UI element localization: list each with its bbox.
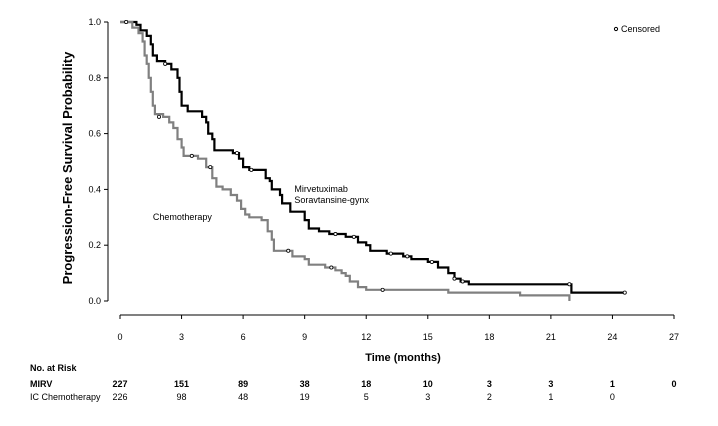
censor-marker [333, 232, 338, 237]
censor-marker [380, 287, 385, 292]
x-tick-label: 21 [546, 332, 556, 342]
censor-marker [622, 290, 627, 295]
y-tick-label: 1.0 [88, 17, 101, 27]
y-tick-label: 0.0 [88, 296, 101, 306]
x-tick-label: 24 [607, 332, 617, 342]
risk-value: 3 [486, 379, 492, 389]
x-tick-label: 27 [669, 332, 679, 342]
risk-value: 0 [609, 392, 615, 402]
censor-marker [567, 282, 572, 287]
censor-marker [249, 167, 254, 172]
risk-value: 5 [363, 392, 369, 402]
censor-marker [405, 254, 410, 259]
risk-value: 226 [112, 392, 128, 402]
censor-marker [452, 276, 457, 281]
censor-marker [163, 61, 168, 66]
series-label: Mirvetuximab [294, 184, 348, 194]
x-axis: 0 3 6 9 12 15 18 21 24 27 [117, 314, 679, 342]
series-label: Soravtansine-gynx [294, 195, 369, 205]
risk-row-label: MIRV [30, 379, 53, 389]
censor-marker [388, 251, 393, 256]
x-tick-label: 15 [423, 332, 433, 342]
censor-marker [234, 151, 239, 156]
risk-value: 18 [361, 379, 372, 389]
x-tick-label: 18 [484, 332, 494, 342]
y-tick-label: 0.2 [88, 240, 101, 250]
series-line-0 [120, 20, 625, 294]
x-tick-label: 12 [361, 332, 371, 342]
censor-marker [156, 114, 161, 119]
legend-censored-label: Censored [621, 24, 660, 34]
risk-value: 1 [548, 392, 554, 402]
censor-marker [429, 259, 434, 264]
series-line-1 [120, 20, 571, 301]
risk-row-label: IC Chemotherapy [30, 392, 101, 402]
risk-value: 89 [238, 379, 249, 389]
x-tick-label: 6 [241, 332, 246, 342]
y-tick-label: 0.8 [88, 73, 101, 83]
series-label: Chemotherapy [153, 212, 213, 222]
censor-marker [351, 234, 356, 239]
y-axis-label: Progression-Free Survival Probability [60, 51, 75, 284]
risk-value: 38 [299, 379, 310, 389]
risk-value: 48 [238, 392, 249, 402]
risk-value: 227 [112, 379, 128, 389]
censor-marker [286, 248, 291, 253]
x-axis-label: Time (months) [365, 352, 441, 364]
risk-table-title: No. at Risk [30, 363, 77, 373]
y-tick-label: 0.6 [88, 129, 101, 139]
legend: Censored [613, 24, 660, 34]
risk-value: 10 [422, 379, 433, 389]
risk-value: 1 [609, 379, 615, 389]
risk-value: 151 [174, 379, 190, 389]
risk-value: 2 [486, 392, 492, 402]
x-tick-label: 3 [179, 332, 184, 342]
censor-marker [124, 19, 129, 24]
censor-marker [329, 265, 334, 270]
risk-value: 3 [425, 392, 431, 402]
censor-marker [208, 165, 213, 170]
risk-value: 0 [671, 379, 677, 389]
censor-marker [460, 279, 465, 284]
censor-marker [189, 153, 194, 158]
y-tick-label: 0.4 [88, 184, 101, 194]
x-tick-label: 9 [302, 332, 307, 342]
risk-value: 3 [548, 379, 554, 389]
risk-value: 98 [176, 392, 187, 402]
y-axis: 0.0 0.2 0.4 0.6 0.8 1.0 [88, 17, 109, 306]
x-tick-label: 0 [117, 332, 122, 342]
risk-value: 19 [299, 392, 310, 402]
censored-marker-icon [613, 26, 619, 32]
